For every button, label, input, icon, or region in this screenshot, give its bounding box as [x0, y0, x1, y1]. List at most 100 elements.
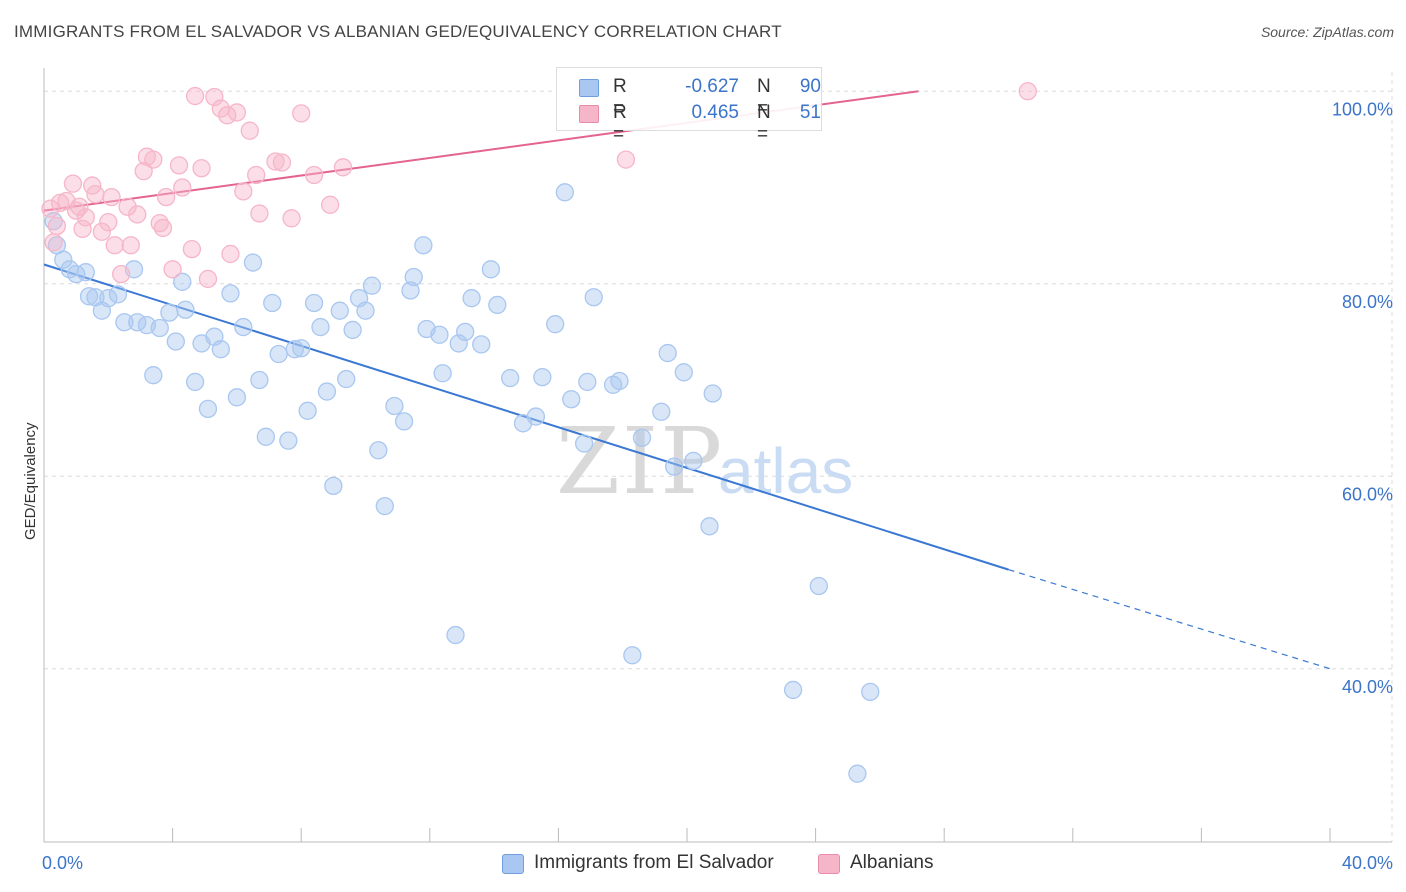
legend-n-label: N = [757, 102, 771, 145]
point-albanians [227, 103, 247, 122]
point-albanians [221, 244, 240, 264]
point-el-salvador [430, 325, 449, 344]
point-el-salvador [263, 293, 282, 313]
point-albanians [173, 178, 192, 197]
point-el-salvador [234, 317, 253, 337]
watermark: ZIP atlas [556, 408, 853, 515]
legend-r-label: R = [613, 102, 627, 145]
correlation-legend: R = -0.627 N = 90 R = 0.465 N = 51 [556, 67, 822, 145]
point-el-salvador [684, 451, 703, 471]
point-el-salvador [144, 366, 163, 385]
point-albanians [272, 153, 292, 172]
legend-r-value: 0.465 [691, 102, 739, 123]
point-el-salvador [658, 343, 677, 363]
point-albanians [41, 199, 60, 218]
point-albanians [282, 209, 301, 228]
point-albanians [121, 236, 140, 255]
point-el-salvador [250, 370, 269, 390]
point-el-salvador [150, 318, 169, 338]
point-albanians [192, 159, 211, 178]
chart-title: IMMIGRANTS FROM EL SALVADOR VS ALBANIAN … [14, 22, 782, 41]
point-albanians [105, 236, 124, 255]
point-albanians [266, 152, 285, 171]
legend-r-value: -0.627 [685, 76, 739, 97]
legend-item-label: Albanians [850, 852, 934, 873]
point-el-salvador [385, 396, 404, 416]
point-el-salvador [526, 407, 546, 426]
point-el-salvador [227, 388, 247, 407]
y-axis-label: GED/Equivalency [22, 422, 39, 540]
point-el-salvador [256, 427, 275, 446]
point-el-salvador [330, 301, 349, 320]
point-el-salvador [404, 267, 423, 287]
point-el-salvador [394, 412, 414, 431]
point-el-salvador [481, 260, 501, 279]
point-el-salvador [79, 287, 99, 306]
point-el-salvador [664, 457, 684, 476]
point-el-salvador [317, 382, 337, 401]
point-el-salvador [546, 315, 565, 334]
legend-swatch-blue [579, 79, 599, 97]
trend-line-extension [1008, 569, 1331, 670]
point-albanians [333, 158, 353, 177]
point-albanians [44, 233, 63, 252]
point-albanians [292, 104, 311, 123]
legend-swatch-blue [502, 854, 524, 874]
point-albanians [70, 197, 89, 216]
point-el-salvador [861, 682, 880, 701]
series-legend: Immigrants from El Salvador Albanians [0, 851, 1406, 879]
point-el-salvador [304, 293, 324, 313]
y-tick-labels: 100.0% 80.0% 60.0% 40.0% [1332, 99, 1393, 697]
watermark-atlas: atlas [718, 435, 853, 507]
point-el-salvador [285, 340, 304, 359]
trend-line-el-salvador [43, 263, 1009, 571]
legend-n-value: 90 [799, 76, 821, 97]
legend-r-label: R = [613, 76, 627, 119]
point-el-salvador [703, 384, 722, 403]
point-el-salvador [221, 284, 240, 303]
point-el-salvador [337, 369, 356, 389]
point-albanians [1018, 82, 1037, 101]
point-el-salvador [160, 303, 179, 322]
point-el-salvador [809, 576, 828, 596]
point-el-salvador [356, 301, 375, 320]
point-el-salvador [632, 428, 652, 447]
point-albanians [616, 150, 636, 169]
point-el-salvador [449, 334, 468, 353]
point-albanians [112, 264, 131, 284]
point-albanians [182, 239, 202, 259]
point-el-salvador [99, 289, 118, 308]
point-el-salvador [54, 250, 73, 269]
point-el-salvador [324, 476, 343, 496]
point-el-salvador [211, 340, 230, 359]
point-el-salvador [562, 390, 581, 409]
legend-n-label: N = [757, 76, 771, 119]
point-el-salvador [176, 300, 195, 319]
point-albanians [169, 156, 189, 175]
y-tick-label: 80.0% [1342, 292, 1393, 312]
legend-swatch-pink [579, 105, 599, 123]
point-albanians [198, 269, 218, 289]
point-el-salvador [700, 517, 719, 536]
point-el-salvador [401, 281, 420, 300]
point-albanians [86, 185, 105, 204]
legend-item-label: Immigrants from El Salvador [534, 852, 774, 873]
point-el-salvador [279, 431, 298, 450]
point-albanians [153, 218, 173, 238]
point-el-salvador [674, 363, 693, 382]
point-albanians [118, 197, 137, 216]
point-el-salvador [533, 367, 552, 387]
point-albanians [185, 86, 205, 106]
legend-swatch-pink [818, 854, 840, 874]
point-albanians [99, 212, 118, 232]
point-albanians [63, 174, 83, 193]
point-albanians [128, 205, 147, 224]
point-el-salvador [269, 344, 288, 364]
point-el-salvador [446, 625, 465, 645]
point-el-salvador [343, 320, 362, 340]
point-el-salvador [198, 399, 218, 419]
point-el-salvador [173, 272, 192, 291]
point-albanians [320, 195, 340, 214]
point-el-salvador [584, 288, 603, 307]
point-el-salvador [574, 434, 594, 453]
